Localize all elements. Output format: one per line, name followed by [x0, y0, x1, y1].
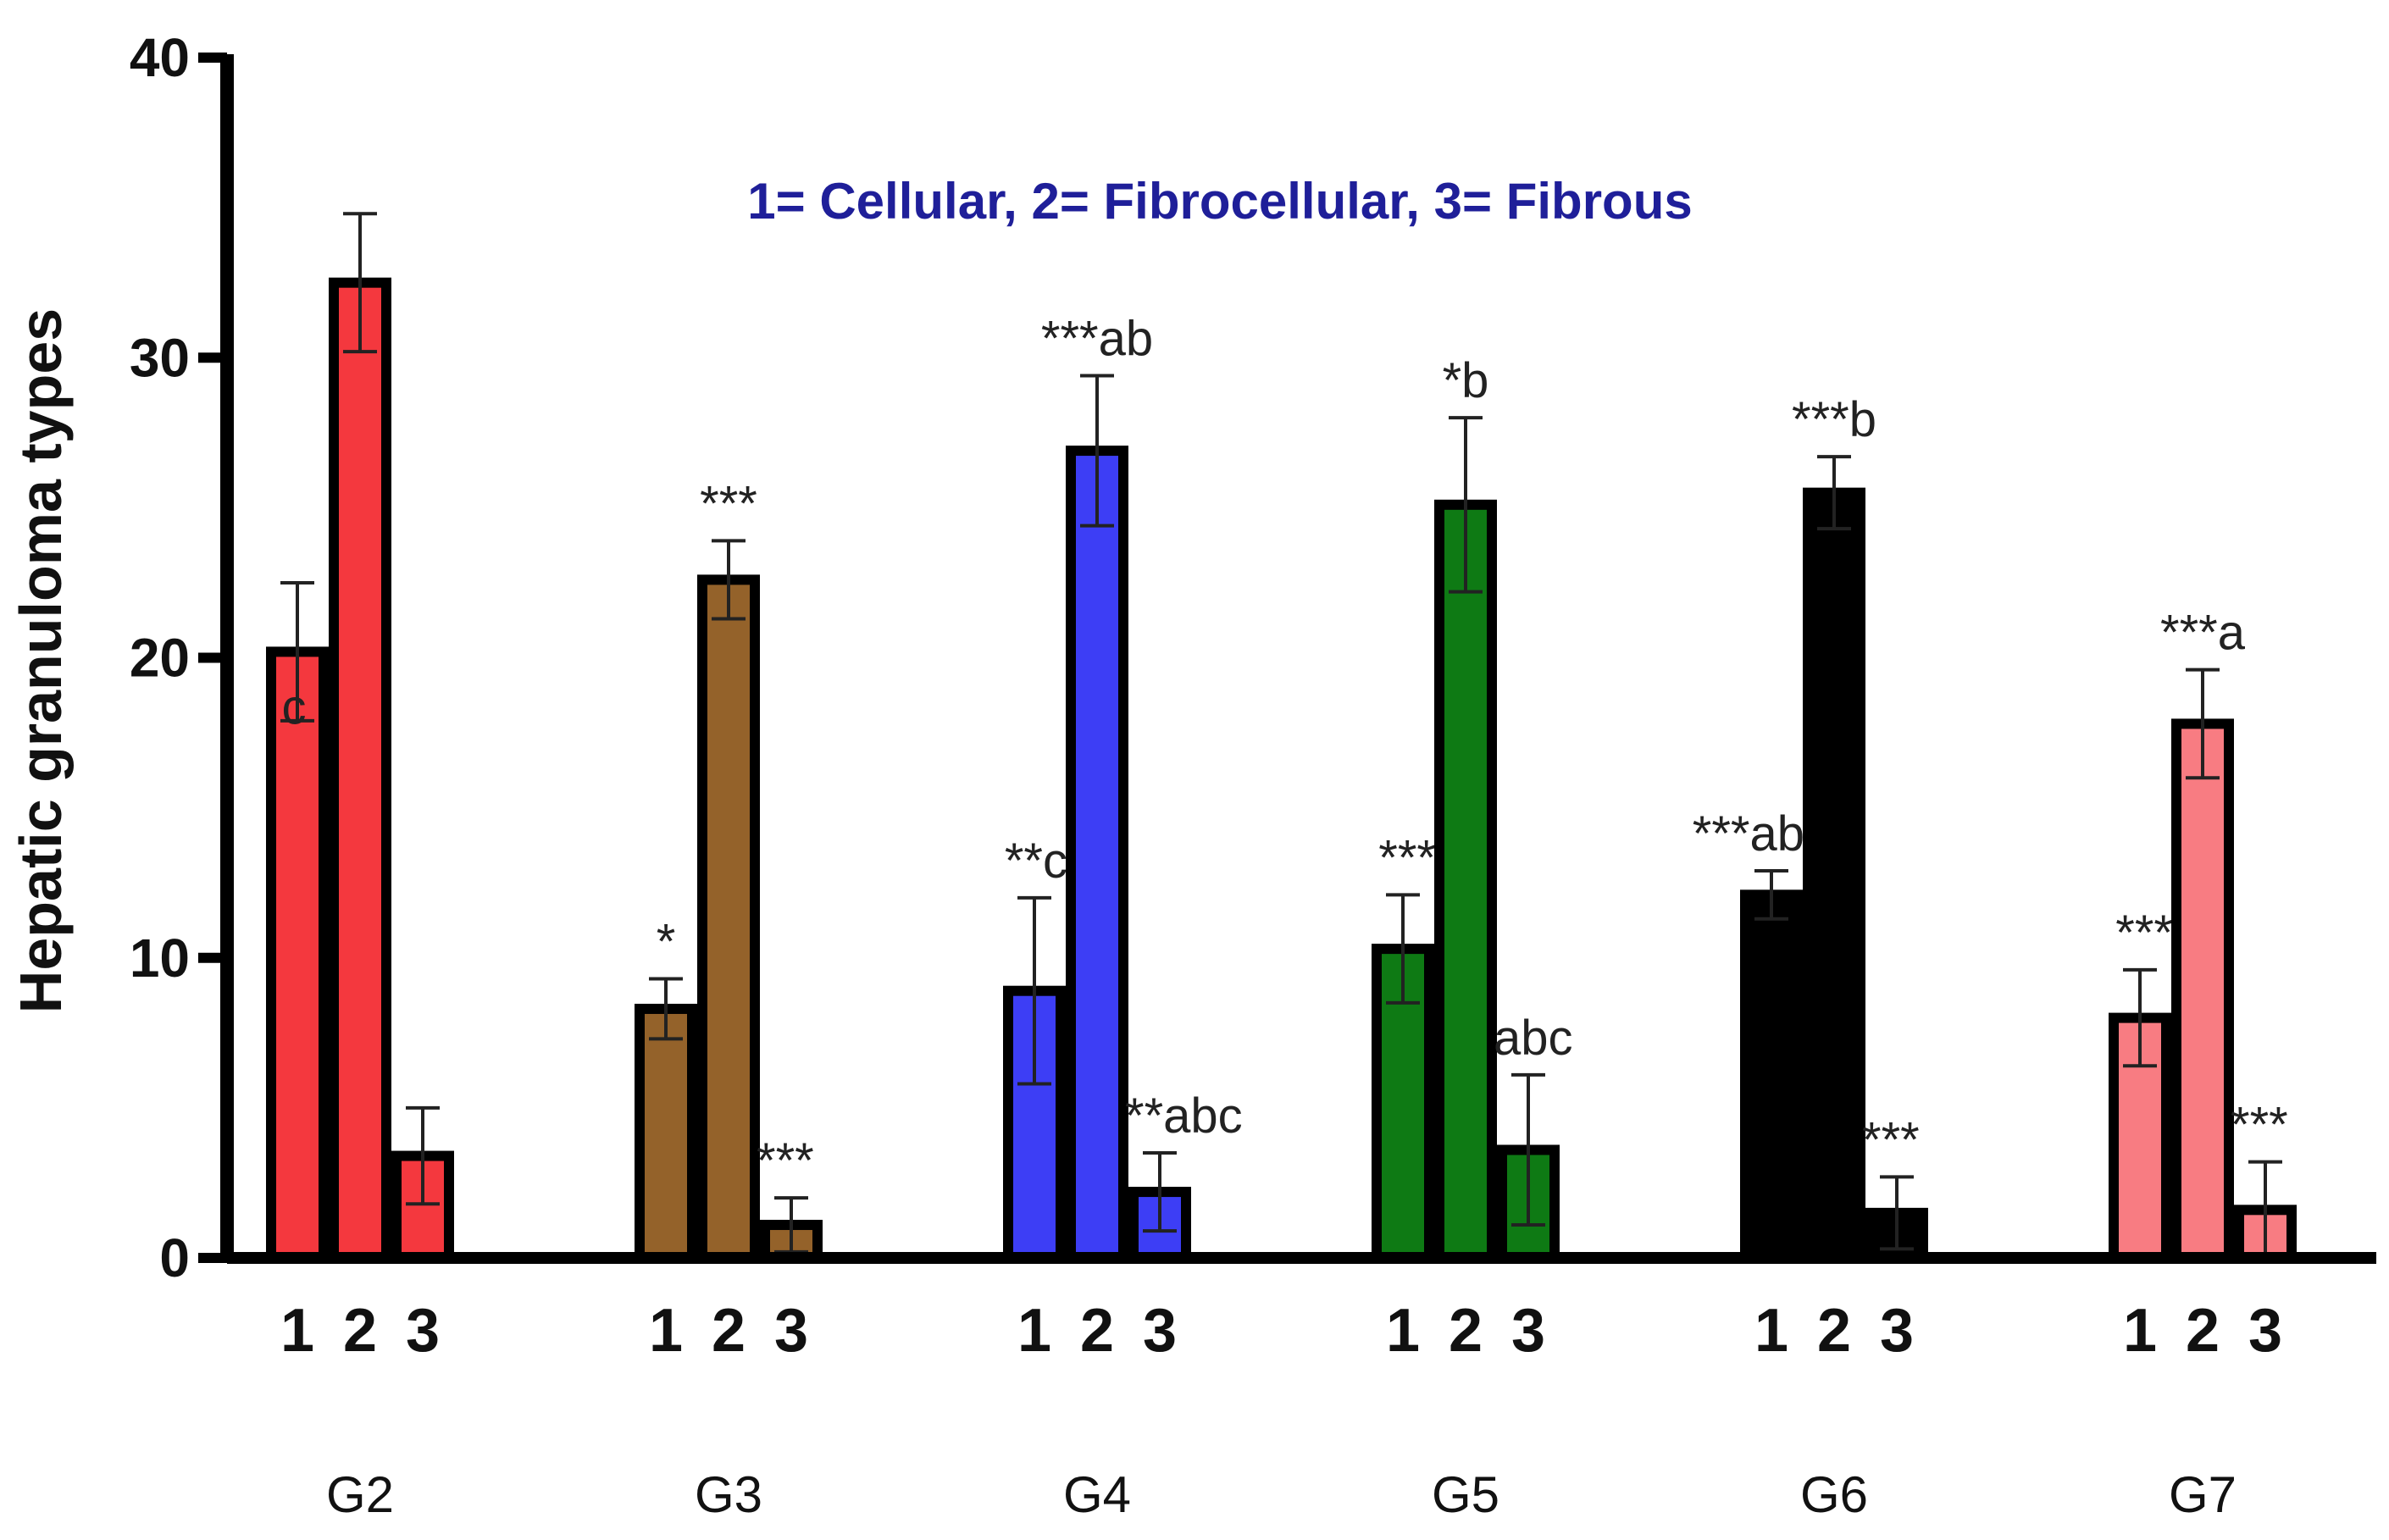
- bar-groups: c*********c***ab**abc****babc***ab***b**…: [266, 212, 2297, 1264]
- bar-annotation: **c: [1005, 834, 1067, 889]
- bar-group-g5: *** *b abc: [1372, 353, 1573, 1264]
- y-tick-label: 30: [130, 327, 190, 388]
- y-axis-label: Hepatic granuloma types: [8, 308, 74, 1013]
- y-tick-label: 40: [130, 27, 190, 88]
- category-label: 3: [1143, 1297, 1177, 1365]
- y-axis: 0 10 20 30 40: [130, 27, 234, 1288]
- bar-annotation: ***: [700, 476, 757, 531]
- bar-annotation: ***: [1378, 830, 1436, 885]
- bar-g6-2: [1803, 487, 1865, 1263]
- bar-annotation: c: [282, 679, 307, 734]
- bar-group-g7: *** ***a ***: [2109, 606, 2297, 1263]
- group-label-g5: G5: [1432, 1466, 1499, 1523]
- bar-g3-1: [635, 1003, 697, 1264]
- y-tick-label: 20: [130, 628, 190, 689]
- category-label: 3: [1511, 1297, 1545, 1365]
- bar-annotation: ***ab: [1693, 806, 1804, 861]
- bar-group-g4: **c ***ab **abc: [1003, 312, 1243, 1264]
- bar-annotation: **abc: [1125, 1089, 1243, 1144]
- category-label: 3: [406, 1297, 440, 1365]
- bar-annotation: ***: [757, 1133, 814, 1188]
- group-label-g3: G3: [695, 1466, 762, 1523]
- group-label-g6: G6: [1800, 1466, 1868, 1523]
- y-tick-label: 0: [159, 1227, 190, 1288]
- category-label: 3: [2248, 1297, 2282, 1365]
- category-label: 2: [712, 1297, 746, 1365]
- category-label: 1: [1017, 1297, 1051, 1365]
- category-label: 3: [1880, 1297, 1914, 1365]
- bar-annotation: *b: [1443, 353, 1489, 408]
- y-tick-label: 10: [130, 928, 190, 989]
- category-label: 1: [1754, 1297, 1788, 1365]
- category-label: 2: [1080, 1297, 1114, 1365]
- bar-g2-2: [329, 277, 391, 1263]
- bar-group-g3: *******: [635, 476, 823, 1264]
- bar-annotation: *: [657, 915, 676, 970]
- bar-annotation: ***: [2115, 906, 2173, 961]
- category-label: 3: [774, 1297, 808, 1365]
- category-label: 2: [1817, 1297, 1851, 1365]
- category-label: 1: [1386, 1297, 1420, 1365]
- category-label: 1: [2123, 1297, 2157, 1365]
- bar-g7-2: [2171, 718, 2234, 1263]
- bar-annotation: ***b: [1792, 392, 1876, 447]
- bar-annotation: ***a: [2160, 606, 2246, 661]
- legend-note: 1= Cellular, 2= Fibrocellular, 3= Fibrou…: [747, 173, 1692, 230]
- group-label-g4: G4: [1063, 1466, 1131, 1523]
- group-label-g2: G2: [326, 1466, 394, 1523]
- bar-g6-1: [1740, 889, 1803, 1264]
- category-label: 1: [280, 1297, 314, 1365]
- bar-annotation: ***: [2231, 1098, 2288, 1153]
- category-label: 2: [1449, 1297, 1483, 1365]
- bar-group-g2: c: [266, 212, 454, 1264]
- bar-g4-2: [1066, 446, 1128, 1263]
- bar-g3-2: [697, 574, 760, 1263]
- bar-annotation: abc: [1494, 1011, 1573, 1066]
- bar-annotation: ***ab: [1041, 312, 1153, 367]
- category-label: 2: [2186, 1297, 2220, 1365]
- category-label: 2: [343, 1297, 377, 1365]
- category-label: 1: [649, 1297, 683, 1365]
- bar-g5-2: [1434, 499, 1497, 1263]
- bar-group-g6: ***ab ***b ***: [1693, 392, 1928, 1264]
- bar-g2-1: [266, 646, 329, 1263]
- bar-annotation: ***: [1862, 1112, 1920, 1167]
- group-label-g7: G7: [2169, 1466, 2237, 1523]
